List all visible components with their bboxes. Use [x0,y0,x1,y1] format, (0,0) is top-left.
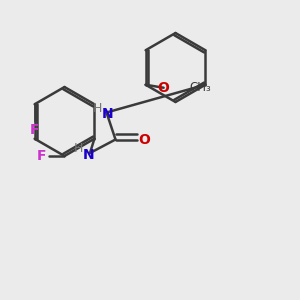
Text: H: H [73,142,83,155]
Text: CH₃: CH₃ [189,81,211,94]
Text: H: H [93,101,102,115]
Text: F: F [30,123,39,137]
Text: O: O [158,81,170,95]
Text: O: O [138,133,150,146]
Text: F: F [37,149,47,163]
Text: N: N [83,148,94,162]
Text: N: N [101,107,113,121]
